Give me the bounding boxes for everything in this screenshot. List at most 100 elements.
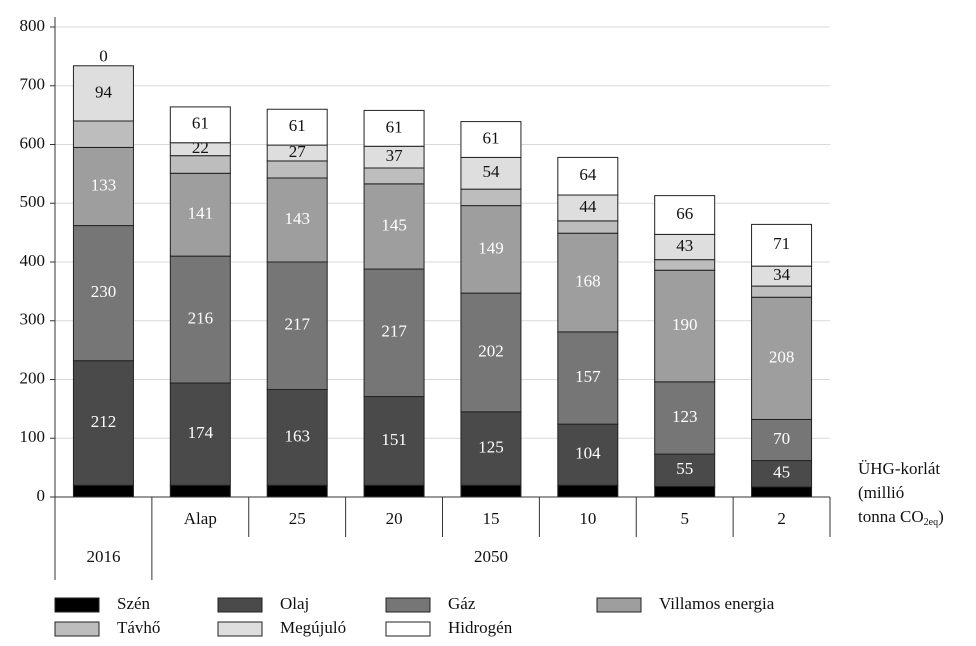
bar-segment xyxy=(72,225,134,362)
legend-label: Szén xyxy=(117,594,151,613)
data-label: 34 xyxy=(773,265,791,284)
legend-swatch xyxy=(385,621,431,637)
bar-segment xyxy=(460,121,522,158)
x-axis-title: (millió xyxy=(858,483,904,502)
data-label: 174 xyxy=(188,423,214,442)
data-label: 141 xyxy=(188,204,214,223)
bar-segment xyxy=(72,484,134,498)
bar-segment xyxy=(751,296,813,420)
bar-segment xyxy=(751,486,813,498)
x-tick-label: 20 xyxy=(386,509,403,528)
legend-label: Hidrogén xyxy=(448,618,513,637)
data-label: 163 xyxy=(284,426,310,445)
data-label: 216 xyxy=(188,308,214,327)
data-label: 230 xyxy=(91,282,117,301)
data-label: 37 xyxy=(386,146,404,165)
y-tick-label: 500 xyxy=(20,192,46,211)
data-label: 55 xyxy=(676,459,693,478)
y-tick-label: 800 xyxy=(20,16,46,35)
data-label: 133 xyxy=(91,175,117,194)
data-label: 94 xyxy=(95,82,113,101)
x-axis-title-part: ) xyxy=(938,507,944,526)
data-label: 217 xyxy=(284,315,310,334)
y-tick-label: 300 xyxy=(20,310,46,329)
y-tick-label: 600 xyxy=(20,133,46,152)
data-label: 66 xyxy=(676,204,693,223)
group-label: 2050 xyxy=(474,547,508,566)
data-label: 125 xyxy=(478,437,504,456)
legend-swatch xyxy=(217,621,263,637)
y-tick-label: 400 xyxy=(20,251,46,270)
bar-segment xyxy=(654,259,716,271)
bar-segment xyxy=(557,484,619,498)
x-tick-label: 2 xyxy=(777,509,786,528)
bar-segment xyxy=(751,460,813,488)
bar-segment xyxy=(72,120,134,148)
data-label: 202 xyxy=(478,341,504,360)
data-label: 190 xyxy=(672,315,698,334)
x-tick-label: 10 xyxy=(579,509,596,528)
data-label: 27 xyxy=(289,142,307,161)
data-label: 157 xyxy=(575,367,601,386)
group-label: 2016 xyxy=(86,547,120,566)
legend-swatch xyxy=(596,597,642,613)
data-label: 168 xyxy=(575,271,601,290)
bar-segment xyxy=(72,146,134,227)
data-label: 61 xyxy=(482,128,499,147)
x-tick-label: 5 xyxy=(680,509,689,528)
bar-segment xyxy=(557,423,619,486)
y-tick-label: 200 xyxy=(20,368,46,387)
bar-segment xyxy=(266,108,328,146)
bar-segment xyxy=(72,65,134,122)
bar-segment xyxy=(460,188,522,207)
bar-segment xyxy=(169,382,231,486)
legend-label: Olaj xyxy=(280,594,309,613)
bar-segment xyxy=(169,106,231,144)
legend-label: Gáz xyxy=(448,594,476,613)
bar-segment xyxy=(266,261,328,390)
data-label: 143 xyxy=(284,209,310,228)
bar-segment xyxy=(169,155,231,174)
data-label: 208 xyxy=(769,347,795,366)
y-tick-label: 100 xyxy=(20,427,46,446)
bar-segment xyxy=(266,484,328,498)
data-label: 70 xyxy=(773,429,790,448)
bar-segment xyxy=(460,484,522,498)
bar-segment xyxy=(460,156,522,190)
legend-label: Megújuló xyxy=(280,618,346,637)
y-tick-label: 0 xyxy=(37,486,46,505)
x-axis-title: tonna CO2eq) xyxy=(858,507,944,528)
bar-segment xyxy=(266,177,328,263)
data-label: 217 xyxy=(381,322,407,341)
bar-segment xyxy=(751,418,813,462)
bar-segment xyxy=(460,292,522,413)
bar-segment xyxy=(557,156,619,196)
data-label: 104 xyxy=(575,444,601,463)
data-label: 64 xyxy=(579,165,597,184)
bar-segment xyxy=(557,232,619,333)
x-axis-title: ÜHG-korlát xyxy=(858,459,940,478)
bar-segment xyxy=(363,484,425,498)
bar-segment xyxy=(266,388,328,486)
data-label: 61 xyxy=(289,116,306,135)
legend-swatch xyxy=(54,621,100,637)
bar-segment xyxy=(169,172,231,257)
x-tick-label: 15 xyxy=(482,509,499,528)
data-label: 212 xyxy=(91,412,117,431)
data-label: 0 xyxy=(99,47,108,66)
data-label: 123 xyxy=(672,407,698,426)
bar-segment xyxy=(654,485,716,498)
bar-segment xyxy=(363,268,425,398)
bar-segment xyxy=(363,167,425,185)
data-label: 43 xyxy=(676,236,693,255)
data-label: 151 xyxy=(381,430,407,449)
data-label: 145 xyxy=(381,215,407,234)
x-axis-title-part: 2eq xyxy=(924,517,938,528)
bar-segment xyxy=(557,220,619,234)
x-tick-label: Alap xyxy=(184,509,217,528)
bar-segment xyxy=(751,223,813,267)
data-label: 149 xyxy=(478,238,504,257)
legend-swatch xyxy=(217,597,263,613)
x-tick-label: 25 xyxy=(289,509,306,528)
